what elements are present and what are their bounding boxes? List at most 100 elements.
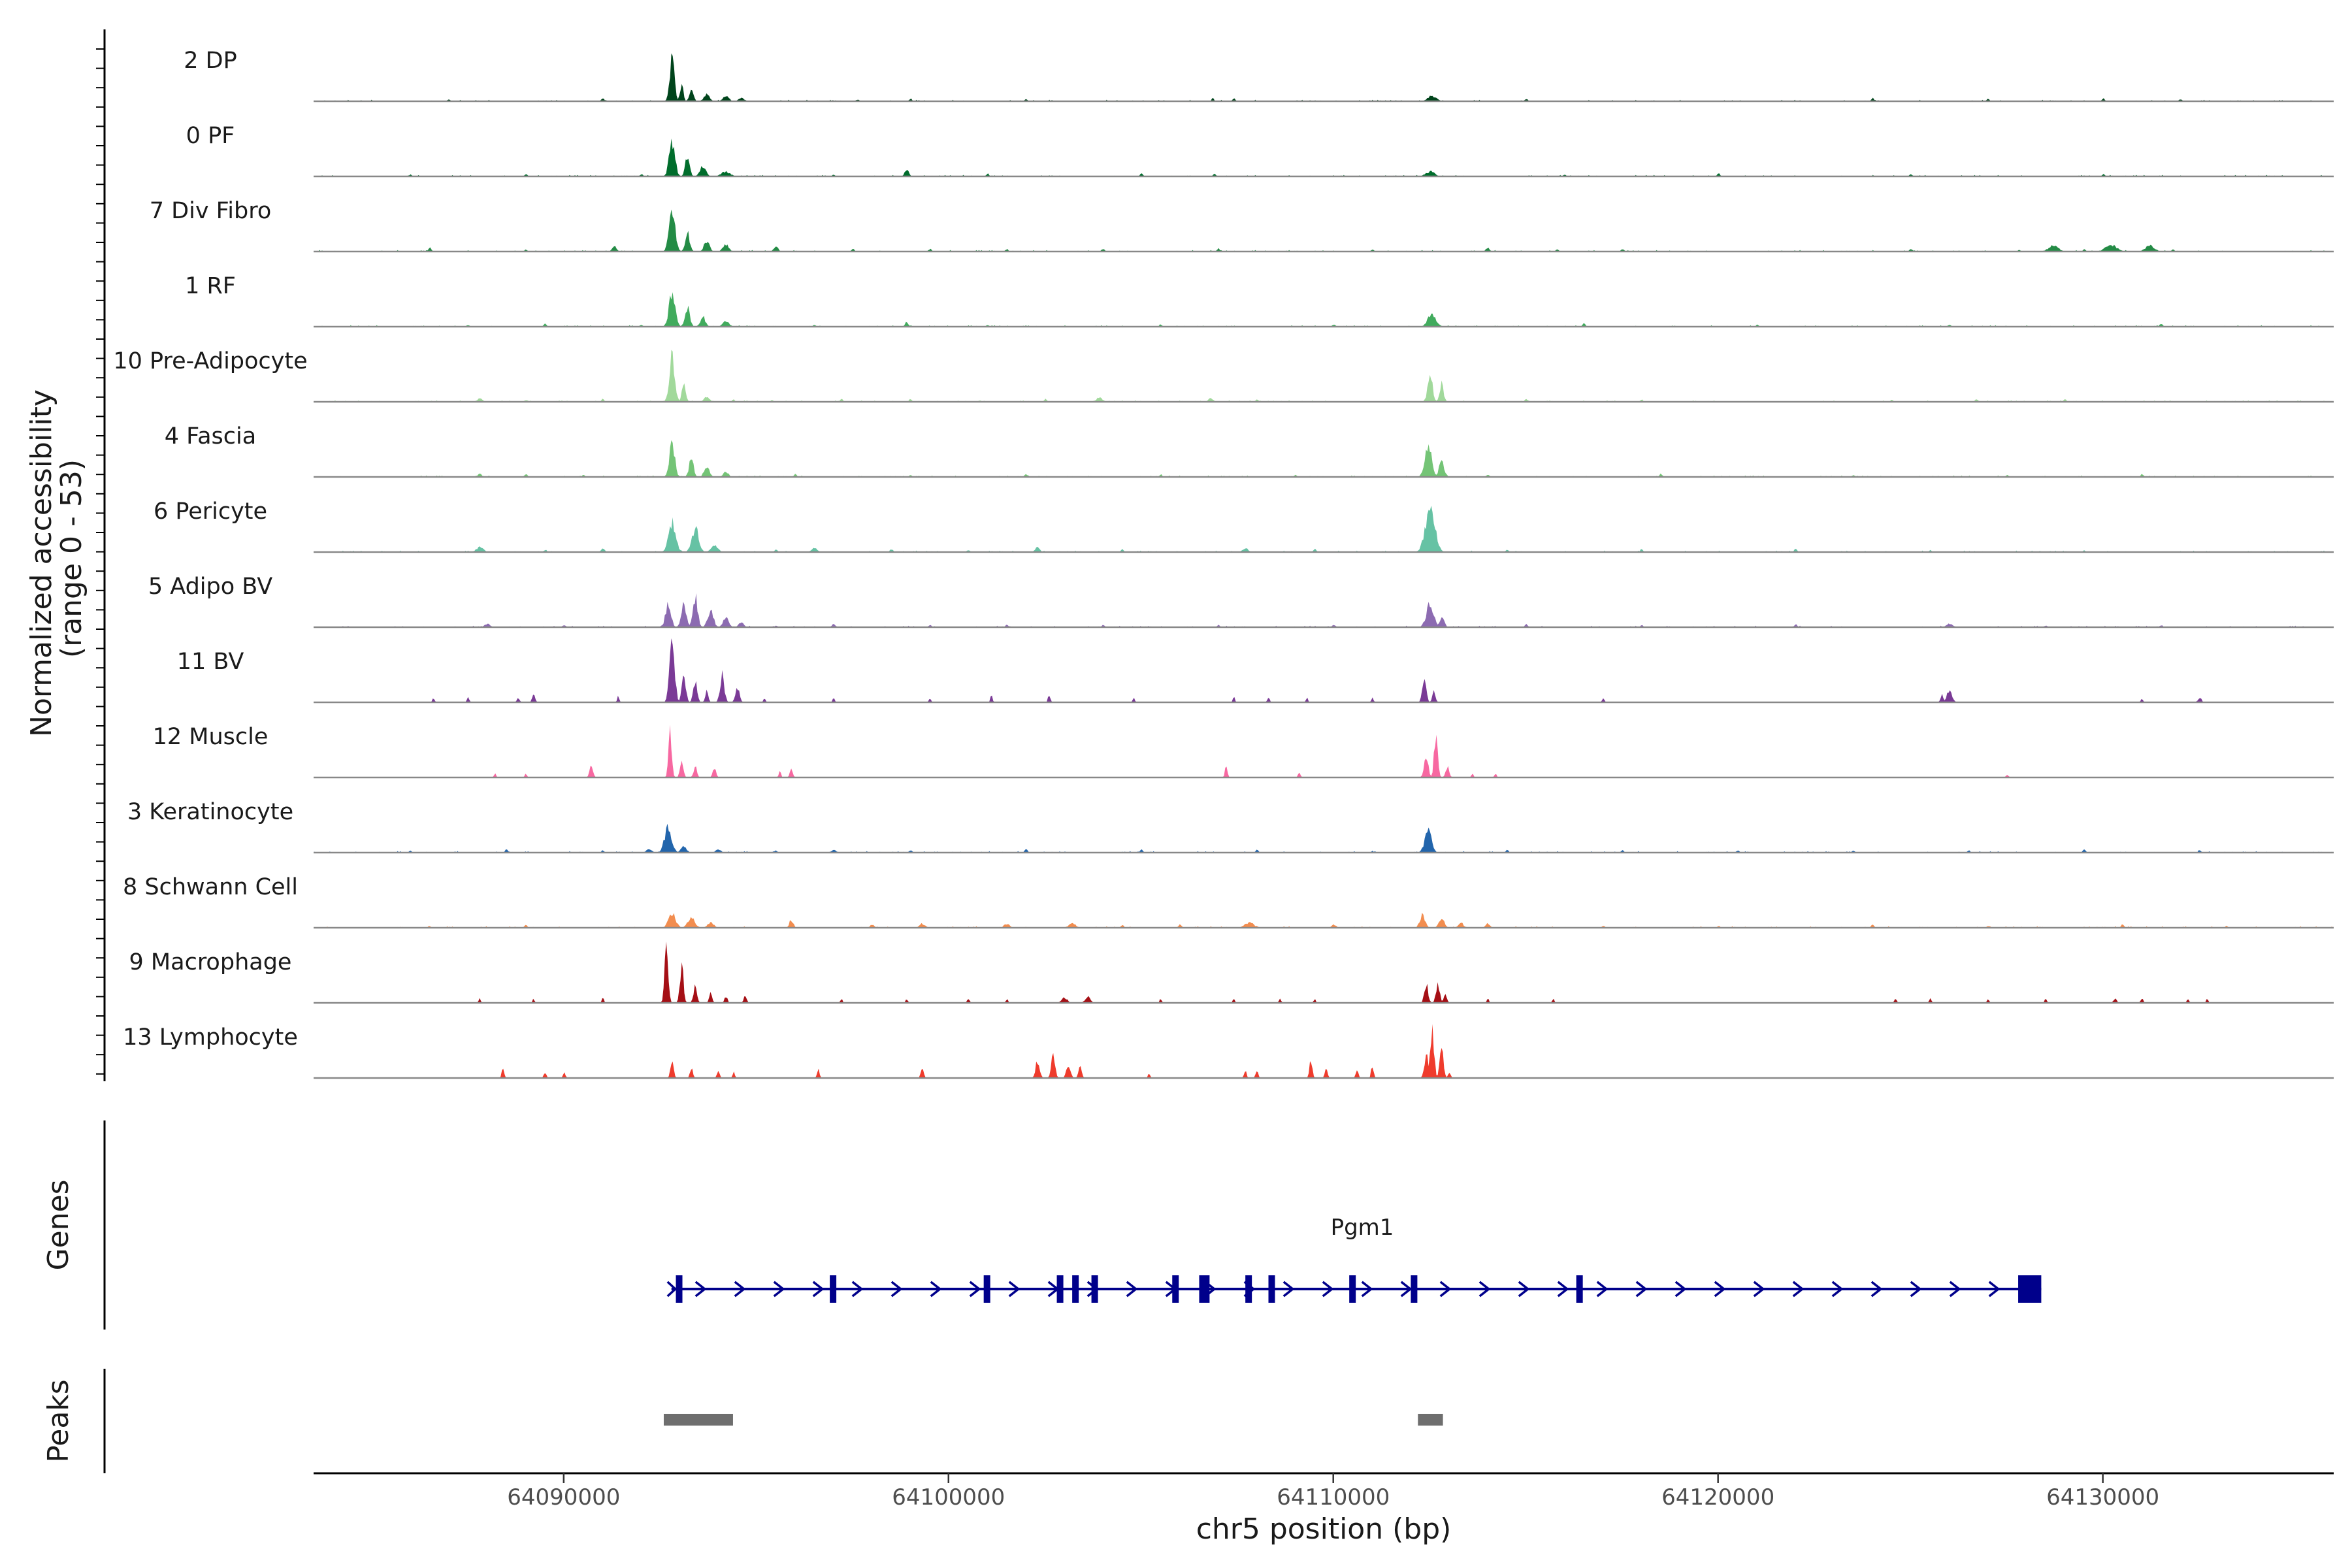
gene-exon [1199, 1275, 1206, 1303]
y-axis-title: Normalized accessibility (range 0 - 53) [25, 380, 88, 737]
gene-exon [1172, 1275, 1179, 1303]
gene-model-pgm1 [666, 1275, 2042, 1303]
strand-arrow [666, 1281, 678, 1298]
strand-arrow [1557, 1281, 1569, 1298]
strand-arrow [1792, 1281, 1805, 1298]
track-7-div-fibro: 7 Div Fibro [150, 198, 2334, 253]
track-label: 13 Lymphocyte [123, 1024, 298, 1051]
track-signal [314, 209, 2334, 252]
strand-arrow [734, 1281, 746, 1298]
strand-arrow [1753, 1281, 1765, 1298]
strand-arrow [1126, 1281, 1138, 1298]
genes-label: Genes [42, 1179, 75, 1270]
gene-exon [1245, 1275, 1252, 1303]
strand-arrow [1008, 1281, 1021, 1298]
peak-region-bar [663, 1414, 733, 1426]
track-label: 11 BV [177, 649, 244, 675]
strand-arrow [1988, 1281, 2001, 1298]
gene-exon [1056, 1275, 1064, 1303]
track-signal [314, 292, 2334, 327]
strand-arrow [1478, 1281, 1491, 1298]
strand-arrow [812, 1281, 825, 1298]
strand-arrow [1831, 1281, 1844, 1298]
x-axis-ticks: 64090000 64100000 64110000 64120000 64130000 [507, 1473, 2159, 1511]
strand-arrow [969, 1281, 981, 1298]
track-signal [314, 139, 2334, 176]
track-signal [314, 913, 2334, 928]
gene-exon [1349, 1275, 1356, 1303]
track-12-muscle: 12 Muscle [153, 724, 2334, 779]
track-9-macrophage: 9 Macrophage [129, 941, 2334, 1004]
strand-arrow [1714, 1281, 1726, 1298]
track-signal [314, 440, 2334, 477]
strand-arrow [1282, 1281, 1295, 1298]
strand-arrow [1322, 1281, 1334, 1298]
track-label: 3 Keratinocyte [127, 799, 293, 825]
gene-exon [1203, 1275, 1210, 1303]
gene-exon [1411, 1275, 1418, 1303]
strand-arrow [1949, 1281, 1961, 1298]
track-label: 5 Adipo BV [148, 574, 272, 600]
y-axis-title-line1: Normalized accessibility [25, 389, 58, 737]
x-tick-label: 64110000 [1277, 1484, 1390, 1511]
gene-exon [830, 1275, 837, 1303]
gene-exon [1072, 1275, 1079, 1303]
track-10-pre-adipocyte: 10 Pre-Adipocyte [113, 348, 2334, 403]
strand-arrow [1910, 1281, 1922, 1298]
track-0-pf: 0 PF [186, 123, 2334, 178]
strand-arrow [1635, 1281, 1648, 1298]
track-label: 12 Muscle [153, 724, 269, 750]
track-2-dp: 2 DP [184, 48, 2334, 103]
gene-exon [1091, 1275, 1098, 1303]
peak-region-bar [1418, 1414, 1443, 1426]
track-label: 9 Macrophage [129, 949, 292, 975]
gene-exon [1576, 1275, 1583, 1303]
track-label: 1 RF [185, 273, 236, 299]
strand-arrow [1439, 1281, 1452, 1298]
strand-arrow [1400, 1281, 1413, 1298]
track-signal [314, 823, 2334, 853]
strand-arrow [930, 1281, 942, 1298]
peak-regions [663, 1414, 1443, 1426]
strand-arrow [1596, 1281, 1609, 1298]
y-axis-title-line2: (range 0 - 53) [55, 459, 88, 658]
gene-label-pgm1: Pgm1 [1331, 1215, 1394, 1241]
track-4-fascia: 4 Fascia [165, 423, 2334, 478]
track-13-lymphocyte: 13 Lymphocyte [123, 1024, 2334, 1079]
track-1-rf: 1 RF [185, 273, 2334, 328]
track-label: 10 Pre-Adipocyte [113, 348, 307, 374]
strand-arrow [1518, 1281, 1530, 1298]
x-tick-label: 64090000 [507, 1484, 620, 1511]
track-label: 2 DP [184, 48, 237, 74]
track-signal [314, 350, 2334, 402]
track-label: 4 Fascia [165, 423, 256, 449]
x-axis-title: chr5 position (bp) [1196, 1512, 1452, 1546]
strand-arrow [1674, 1281, 1687, 1298]
track-signal [314, 53, 2334, 101]
accessibility-tracks: 2 DP 0 PF 7 Div Fibro 1 RF 10 Pre-Adipocyte 4… [113, 48, 2334, 1079]
track-signal [314, 725, 2334, 777]
track-11-bv: 11 BV [177, 638, 2334, 704]
track-3-keratinocyte: 3 Keratinocyte [127, 799, 2334, 854]
track-signal [314, 506, 2334, 552]
track-6-pericyte: 6 Pericyte [154, 498, 2334, 553]
peaks-label: Peaks [42, 1379, 75, 1462]
strand-arrow [773, 1281, 785, 1298]
gene-exon [2018, 1275, 2042, 1303]
strand-arrow [890, 1281, 903, 1298]
track-signal [314, 1024, 2334, 1078]
x-tick-label: 64120000 [1661, 1484, 1774, 1511]
y-axis-ticks [96, 48, 105, 1075]
strand-arrow [694, 1281, 707, 1298]
track-label: 6 Pericyte [154, 498, 267, 525]
track-5-adipo-bv: 5 Adipo BV [148, 574, 2334, 629]
track-8-schwann-cell: 8 Schwann Cell [123, 874, 2334, 929]
strand-arrow [851, 1281, 864, 1298]
track-label: 7 Div Fibro [150, 198, 271, 224]
track-signal [314, 638, 2334, 702]
track-label: 0 PF [186, 123, 235, 149]
gene-exon [983, 1275, 990, 1303]
track-label: 8 Schwann Cell [123, 874, 298, 900]
x-tick-label: 64130000 [2046, 1484, 2159, 1511]
